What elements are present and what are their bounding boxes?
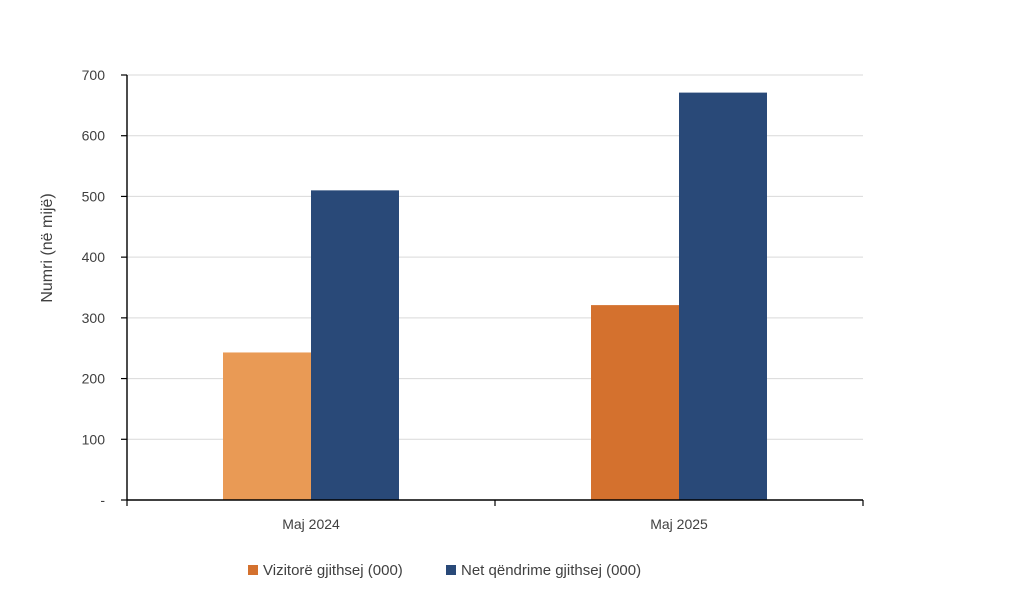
legend-label: Net qëndrime gjithsej (000): [461, 562, 641, 579]
tick-labels: - 100 200 300 400 500 600 700 Maj 2024 Maj 2025: [82, 67, 708, 532]
axes: [121, 74, 864, 506]
x-category-label: Maj 2025: [650, 516, 708, 532]
bar: [591, 305, 679, 500]
bar: [311, 190, 399, 500]
bars: [223, 92, 767, 500]
legend-swatch: [446, 565, 456, 575]
y-tick-label: 400: [82, 249, 106, 265]
y-tick-label: 700: [82, 67, 106, 83]
y-tick-label: 100: [82, 431, 106, 447]
y-axis-title: Numri (në mijë): [39, 193, 56, 302]
y-tick-label: 200: [82, 371, 106, 387]
x-category-label: Maj 2024: [282, 516, 340, 532]
y-tick-label: 600: [82, 128, 106, 144]
y-tick-label: 300: [82, 310, 106, 326]
bar: [679, 92, 767, 500]
legend: Vizitorë gjithsej (000) Net qëndrime gjit…: [248, 562, 641, 579]
legend-swatch: [248, 565, 258, 575]
y-tick-label: 500: [82, 188, 106, 204]
bar: [223, 352, 311, 500]
y-tick-label: -: [100, 492, 105, 508]
legend-label: Vizitorë gjithsej (000): [263, 562, 403, 579]
